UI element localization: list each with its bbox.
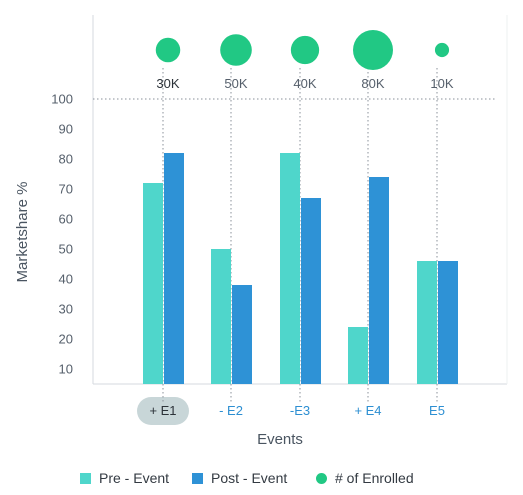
y-tick-label: 10 xyxy=(59,362,73,377)
legend-label-pre-event: Pre - Event xyxy=(99,470,170,486)
legend-label-enrolled: # of Enrolled xyxy=(335,470,414,486)
x-tick-label[interactable]: - E2 xyxy=(219,403,243,418)
x-tick-label[interactable]: E5 xyxy=(429,403,445,418)
y-tick-label: 60 xyxy=(59,212,73,227)
selected-category-pill[interactable] xyxy=(137,397,189,425)
bar-pre-event[interactable] xyxy=(143,183,163,384)
y-tick-label: 20 xyxy=(59,332,73,347)
enrolled-label: 50K xyxy=(224,76,247,91)
x-axis-title: Events xyxy=(257,431,303,448)
enrolled-label: 40K xyxy=(293,76,316,91)
bar-post-event[interactable] xyxy=(301,198,321,384)
legend-swatch-post-event xyxy=(192,472,203,484)
x-tick-label[interactable]: + E1 xyxy=(149,403,176,418)
x-tick-label[interactable]: -E3 xyxy=(290,403,310,418)
enrolled-label: 30K xyxy=(156,76,179,91)
legend-item-post-event[interactable]: Post - Event xyxy=(192,470,287,486)
y-tick-label: 90 xyxy=(59,122,73,137)
y-axis-title: Marketshare % xyxy=(14,182,31,283)
bar-post-event[interactable] xyxy=(369,177,389,384)
bar-post-event[interactable] xyxy=(164,153,184,384)
enrolled-bubble[interactable] xyxy=(353,30,393,70)
enrolled-bubble[interactable] xyxy=(220,34,252,66)
y-tick-label: 40 xyxy=(59,272,73,287)
legend-label-post-event: Post - Event xyxy=(211,470,288,486)
bar-pre-event[interactable] xyxy=(211,249,231,384)
enrolled-bubble[interactable] xyxy=(155,37,181,63)
enrolled-bubble[interactable] xyxy=(434,42,450,58)
legend-item-pre-event[interactable]: Pre - Event xyxy=(80,470,169,486)
bar-post-event[interactable] xyxy=(438,261,458,384)
bar-pre-event[interactable] xyxy=(348,327,368,384)
y-tick-label: 80 xyxy=(59,152,73,167)
y-tick-label: 50 xyxy=(59,242,73,257)
bar-post-event[interactable] xyxy=(232,285,252,384)
y-tick-label: 30 xyxy=(59,302,73,317)
enrolled-label: 80K xyxy=(361,76,384,91)
enrolled-bubble[interactable] xyxy=(290,35,320,65)
bar-pre-event[interactable] xyxy=(280,153,300,384)
chart-svg: 10 20 30 40 50 60 70 80 90 100 30K 50K 40K 80K 10K + E1… xyxy=(14,15,508,448)
legend-item-enrolled[interactable]: # of Enrolled xyxy=(316,470,414,486)
legend-swatch-pre-event xyxy=(80,472,91,484)
y-tick-label: 100 xyxy=(51,92,73,107)
legend: Pre - Event Post - Event # of Enrolled xyxy=(0,466,523,494)
y-tick-label: 70 xyxy=(59,182,73,197)
enrolled-label: 10K xyxy=(430,76,453,91)
legend-swatch-enrolled xyxy=(316,472,327,484)
x-tick-label[interactable]: + E4 xyxy=(354,403,381,418)
bar-pre-event[interactable] xyxy=(417,261,437,384)
